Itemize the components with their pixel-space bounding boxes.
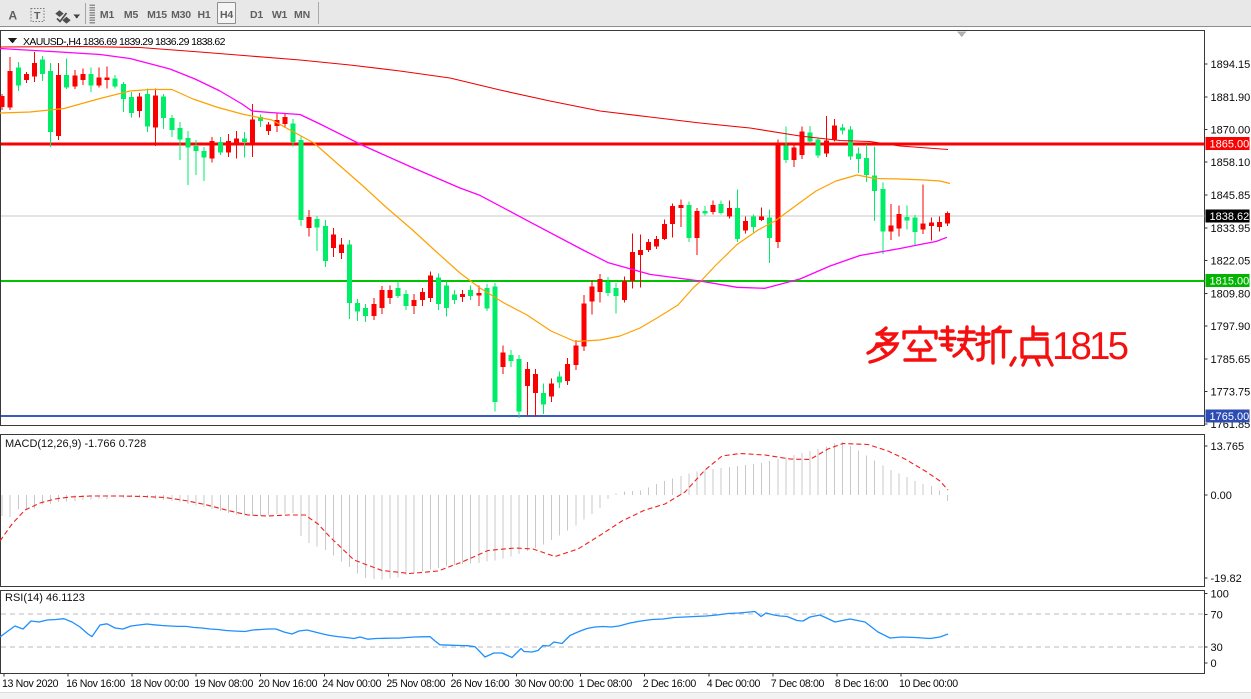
svg-text:7 Dec 08:00: 7 Dec 08:00 [771,678,825,690]
svg-text:1894.15: 1894.15 [1211,59,1251,71]
svg-text:1865.00: 1865.00 [1210,139,1250,151]
svg-text:1822.05: 1822.05 [1211,256,1251,268]
svg-text:2 Dec 16:00: 2 Dec 16:00 [643,678,697,690]
svg-text:25 Nov 08:00: 25 Nov 08:00 [386,678,445,690]
svg-text:MACD(12,26,9) -1.766 0.728: MACD(12,26,9) -1.766 0.728 [5,438,146,450]
svg-text:1809.80: 1809.80 [1211,289,1251,301]
svg-text:M30: M30 [171,9,191,21]
svg-text:24 Nov 00:00: 24 Nov 00:00 [322,678,381,690]
svg-text:D1: D1 [250,9,263,21]
svg-text:1833.95: 1833.95 [1211,223,1251,235]
svg-text:1870.00: 1870.00 [1211,125,1251,137]
svg-text:1773.75: 1773.75 [1211,387,1251,399]
svg-text:100: 100 [1211,589,1229,601]
svg-text:18 Nov 00:00: 18 Nov 00:00 [130,678,189,690]
svg-text:1815: 1815 [1052,325,1129,368]
svg-text:M1: M1 [100,9,115,21]
svg-text:M5: M5 [124,9,139,21]
svg-text:H1: H1 [197,9,210,21]
svg-text:T: T [34,10,41,22]
svg-text:70: 70 [1211,610,1223,622]
svg-text:0: 0 [1211,658,1217,670]
svg-text:1785.65: 1785.65 [1211,354,1251,366]
svg-text:10 Dec 00:00: 10 Dec 00:00 [899,678,958,690]
svg-text:1 Dec 08:00: 1 Dec 08:00 [579,678,633,690]
svg-text:30 Nov 00:00: 30 Nov 00:00 [515,678,574,690]
svg-text:1815.00: 1815.00 [1210,276,1250,288]
svg-text:1765.00: 1765.00 [1210,411,1250,423]
svg-text:M15: M15 [147,9,167,21]
svg-text:1797.90: 1797.90 [1211,321,1251,333]
svg-text:MN: MN [294,9,310,21]
svg-text:1845.85: 1845.85 [1211,190,1251,202]
svg-text:0.00: 0.00 [1211,490,1232,502]
svg-text:30: 30 [1211,642,1223,654]
svg-text:1881.90: 1881.90 [1211,92,1251,104]
svg-text:19 Nov 08:00: 19 Nov 08:00 [194,678,253,690]
svg-text:XAUUSD-,H4 1836.69 1839.29 18: XAUUSD-,H4 1836.69 1839.29 1836.29 1838.… [23,36,226,48]
svg-text:A: A [9,9,18,23]
svg-text:-19.82: -19.82 [1211,573,1242,585]
svg-text:20 Nov 16:00: 20 Nov 16:00 [258,678,317,690]
svg-text:4 Dec 00:00: 4 Dec 00:00 [707,678,761,690]
svg-text:13.765: 13.765 [1211,441,1245,453]
svg-text:W1: W1 [272,9,288,21]
svg-text:16 Nov 16:00: 16 Nov 16:00 [66,678,125,690]
svg-text:26 Nov 16:00: 26 Nov 16:00 [451,678,510,690]
svg-text:8 Dec 16:00: 8 Dec 16:00 [835,678,889,690]
svg-text:13 Nov 2020: 13 Nov 2020 [2,678,59,690]
svg-text:RSI(14) 46.1123: RSI(14) 46.1123 [5,592,85,604]
svg-text:H4: H4 [220,9,233,21]
svg-text:1858.10: 1858.10 [1211,157,1251,169]
svg-text:1838.62: 1838.62 [1210,211,1250,223]
